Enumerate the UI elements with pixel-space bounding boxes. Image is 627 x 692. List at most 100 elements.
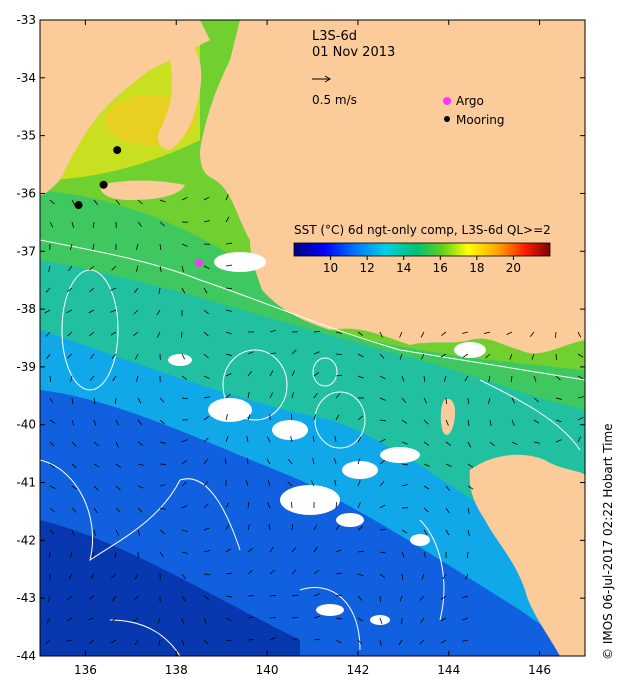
- velocity-arrow: [533, 397, 539, 403]
- velocity-arrow: [267, 480, 271, 487]
- velocity-arrow: [445, 485, 450, 492]
- y-tick-label: -34: [16, 71, 36, 85]
- velocity-arrow: [311, 480, 315, 487]
- y-tick-label: -42: [16, 533, 36, 547]
- velocity-arrow: [110, 287, 117, 291]
- markers: [74, 146, 203, 267]
- velocity-arrow: [89, 287, 95, 293]
- velocity-arrow: [93, 419, 97, 426]
- colorbar-tick-label: 20: [506, 261, 521, 275]
- x-tick-label: 146: [528, 663, 551, 677]
- velocity-arrow: [225, 595, 232, 598]
- velocity-arrow: [225, 287, 233, 290]
- velocity-arrow: [47, 595, 51, 602]
- velocity-arrow: [181, 551, 188, 554]
- velocity-arrow: [181, 481, 187, 487]
- velocity-arrow: [137, 199, 143, 205]
- velocity-arrow: [71, 441, 77, 447]
- cloud-gaps: [168, 252, 486, 625]
- velocity-arrow: [511, 419, 515, 426]
- velocity-arrow: [111, 353, 117, 359]
- velocity-arrow: [225, 617, 232, 622]
- velocity-arrow: [313, 414, 317, 421]
- velocity-arrow: [137, 507, 143, 513]
- velocity-arrow: [335, 501, 338, 509]
- velocity-arrow: [421, 573, 425, 580]
- velocity-arrow: [335, 374, 343, 377]
- velocity-arrow: [225, 373, 232, 377]
- velocity-arrow: [203, 265, 210, 269]
- velocity-arrow: [511, 441, 518, 445]
- colorbar-tick-label: 16: [433, 261, 448, 275]
- velocity-arrow: [71, 463, 77, 469]
- velocity-arrow: [379, 573, 385, 579]
- velocity-arrow: [313, 638, 320, 641]
- velocity-arrow: [181, 287, 186, 294]
- velocity-arrow: [420, 353, 425, 360]
- velocity-arrow: [420, 331, 425, 338]
- velocity-arrow: [181, 439, 188, 443]
- velocity-arrow: [357, 436, 362, 443]
- velocity-arrow: [269, 569, 275, 575]
- velocity-arrow: [269, 330, 276, 333]
- velocity-arrows: [44, 194, 584, 646]
- velocity-arrow: [335, 393, 341, 399]
- y-tick-label: -38: [16, 302, 36, 316]
- map-plot-area: [40, 20, 585, 656]
- velocity-arrow: [159, 243, 162, 250]
- velocity-arrow: [137, 463, 144, 466]
- velocity-arrow: [445, 529, 450, 536]
- velocity-arrow: [379, 639, 382, 646]
- mooring-legend-marker: [444, 116, 450, 122]
- velocity-arrow: [357, 458, 361, 465]
- velocity-arrow: [90, 353, 95, 360]
- velocity-arrow: [134, 573, 139, 580]
- velocity-arrow: [89, 265, 95, 271]
- velocity-arrow: [464, 375, 469, 382]
- velocity-arrow: [462, 331, 469, 334]
- argo-legend-marker: [443, 97, 451, 105]
- credit-text: © IMOS 06-Jul-2017 02:22 Hobart Time: [601, 423, 615, 660]
- velocity-arrow: [156, 309, 161, 316]
- velocity-arrow: [487, 397, 491, 404]
- velocity-arrow: [291, 392, 294, 399]
- velocity-arrow: [203, 617, 207, 624]
- velocity-arrow: [246, 436, 249, 443]
- velocity-arrow: [137, 221, 143, 227]
- velocity-arrow: [71, 507, 77, 513]
- velocity-arrow: [93, 441, 99, 447]
- velocity-arrow: [247, 639, 255, 641]
- velocity-arrow: [291, 501, 293, 509]
- velocity-arrow: [529, 331, 535, 337]
- velocity-arrow: [313, 546, 318, 553]
- date-label: 01 Nov 2013: [312, 45, 395, 60]
- velocity-arrow: [445, 441, 452, 446]
- velocity-arrow: [291, 370, 295, 377]
- velocity-arrow: [357, 353, 364, 358]
- velocity-arrow: [313, 331, 321, 333]
- velocity-arrow: [110, 331, 117, 336]
- velocity-arrow: [267, 502, 271, 509]
- velocity-arrow: [467, 485, 474, 490]
- velocity-arrow: [313, 615, 320, 619]
- velocity-arrow: [423, 397, 428, 404]
- velocity-arrow: [247, 392, 250, 399]
- velocity-arrow: [467, 463, 474, 468]
- velocity-arrow: [379, 375, 386, 380]
- velocity-arrow: [111, 617, 117, 623]
- velocity-arrow: [159, 397, 165, 403]
- velocity-arrow: [88, 617, 95, 621]
- velocity-arrow: [577, 396, 584, 399]
- mooring-marker: [74, 201, 83, 210]
- velocity-arrow: [69, 551, 73, 558]
- velocity-arrow: [357, 595, 363, 601]
- velocity-arrow: [334, 436, 337, 443]
- velocity-arrow: [489, 441, 495, 447]
- velocity-arrow: [181, 459, 187, 465]
- velocity-arrow: [509, 353, 513, 360]
- velocity-arrow: [159, 265, 162, 272]
- velocity-arrow: [511, 397, 516, 404]
- velocity-arrow: [203, 196, 210, 201]
- velocity-arrow: [379, 419, 386, 422]
